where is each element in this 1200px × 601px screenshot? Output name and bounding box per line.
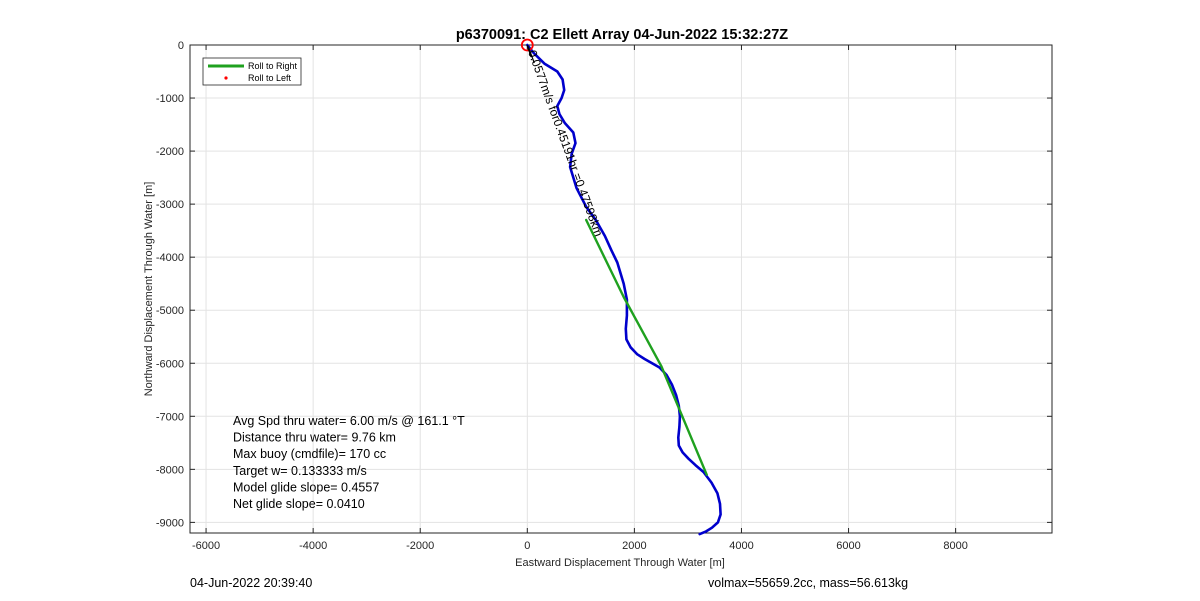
x-tick-label: -4000 bbox=[299, 540, 327, 552]
stats-block: Avg Spd thru water= 6.00 m/s @ 161.1 °T D… bbox=[233, 414, 465, 511]
glider-track-line bbox=[525, 43, 722, 536]
y-tick-label: 0 bbox=[178, 40, 184, 52]
start-arrow bbox=[527, 46, 535, 64]
roll-to-right-segment bbox=[585, 218, 708, 476]
start-circle bbox=[520, 38, 534, 52]
stats-line: Avg Spd thru water= 6.00 m/s @ 161.1 °T bbox=[233, 414, 465, 428]
start-marker bbox=[520, 38, 535, 64]
x-tick-label: 0 bbox=[524, 540, 530, 552]
y-tick-label: -2000 bbox=[156, 146, 184, 158]
y-axis-label: Northward Displacement Through Water [m] bbox=[143, 182, 155, 397]
legend: Roll to Right Roll to Left bbox=[202, 57, 302, 86]
x-axis-label: Eastward Displacement Through Water [m] bbox=[515, 557, 725, 569]
ticks: -6000 -4000 -2000 0 2000 4000 6000 8000 0 -1000 -2… bbox=[156, 40, 1052, 552]
chart-title: p6370091: C2 Ellett Array 04-Jun-2022 15… bbox=[456, 27, 788, 43]
y-tick-label: -8000 bbox=[156, 464, 184, 476]
legend-box bbox=[202, 57, 302, 86]
y-tick-label: -4000 bbox=[156, 252, 184, 264]
footer-volmax-mass: volmax=55659.2cc, mass=56.613kg bbox=[708, 576, 909, 590]
axes-box bbox=[189, 44, 1053, 534]
x-tick-label: 8000 bbox=[943, 540, 967, 552]
grid bbox=[190, 44, 1052, 533]
x-tick-label: -2000 bbox=[406, 540, 434, 552]
legend-label: Roll to Right bbox=[248, 61, 298, 71]
x-tick-label: 2000 bbox=[622, 540, 646, 552]
stats-line: Net glide slope= 0.0410 bbox=[233, 497, 365, 511]
y-tick-label: -9000 bbox=[156, 517, 184, 529]
stats-line: Distance thru water= 9.76 km bbox=[233, 431, 396, 445]
series-group bbox=[525, 43, 722, 536]
legend-label: Roll to Left bbox=[248, 73, 292, 83]
y-tick-label: -6000 bbox=[156, 358, 184, 370]
x-tick-label: 4000 bbox=[729, 540, 753, 552]
legend-dot-swatch bbox=[224, 76, 228, 80]
stats-line: Target w= 0.133333 m/s bbox=[233, 464, 367, 478]
stats-line: Max buoy (cmdfile)= 170 cc bbox=[233, 447, 386, 461]
x-tick-label: -6000 bbox=[192, 540, 220, 552]
y-tick-label: -1000 bbox=[156, 93, 184, 105]
stats-line: Model glide slope= 0.4557 bbox=[233, 480, 379, 494]
y-tick-label: -5000 bbox=[156, 305, 184, 317]
x-tick-label: 6000 bbox=[836, 540, 860, 552]
y-tick-label: -7000 bbox=[156, 411, 184, 423]
footer-timestamp: 04-Jun-2022 20:39:40 bbox=[190, 576, 313, 590]
y-tick-label: -3000 bbox=[156, 199, 184, 211]
